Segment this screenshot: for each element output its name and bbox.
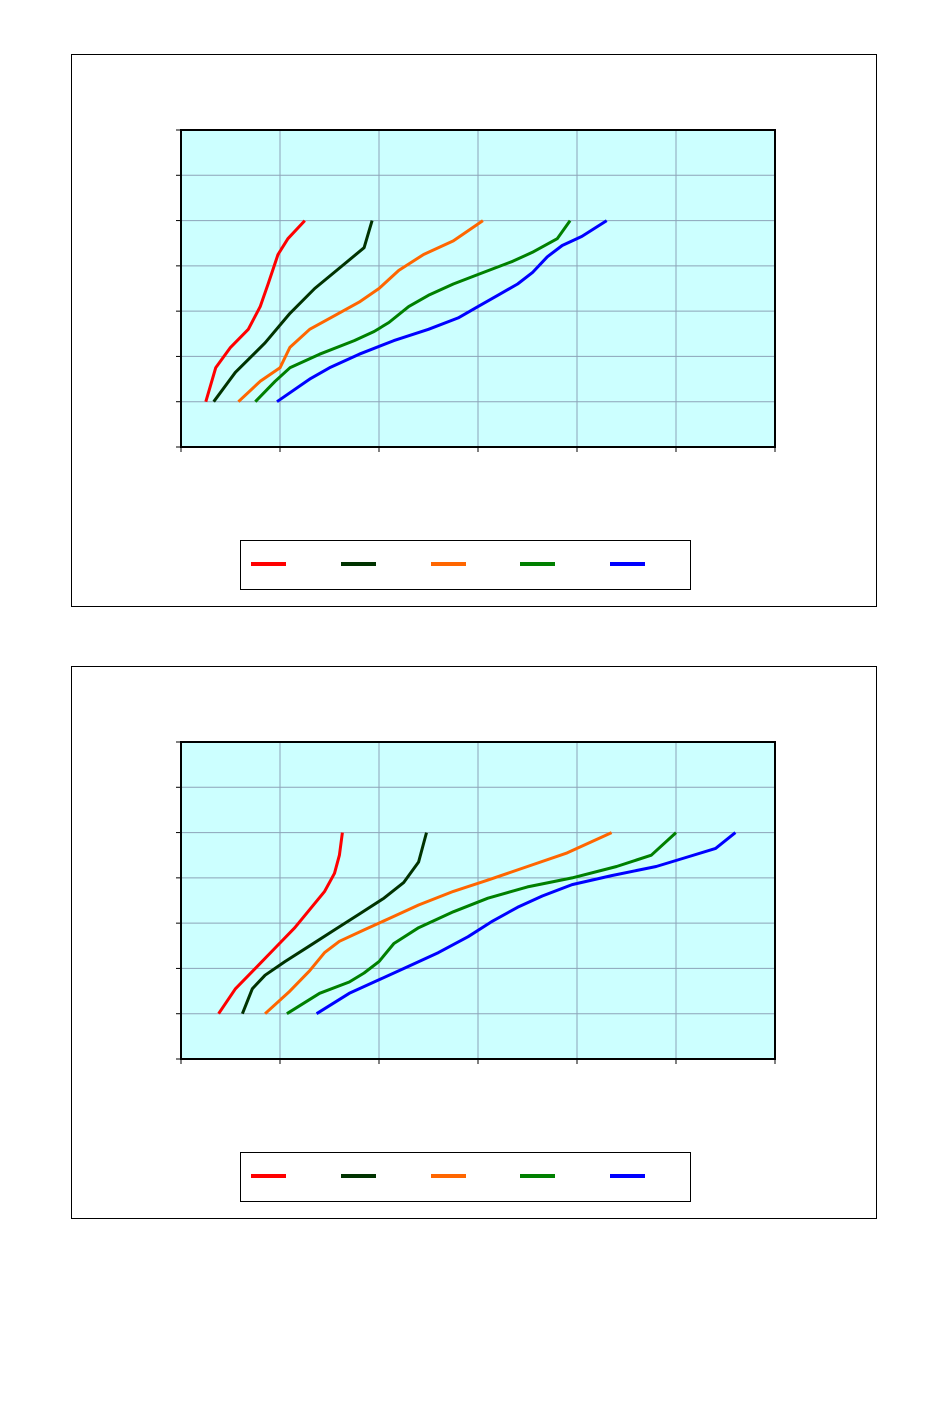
series-line-3 xyxy=(264,831,613,1015)
series-line-4 xyxy=(286,831,678,1015)
series-line-1 xyxy=(217,832,344,1015)
series-line-1 xyxy=(204,219,306,403)
legend-swatch xyxy=(610,1174,646,1178)
legend-swatch xyxy=(520,562,556,566)
series-line-4 xyxy=(254,219,572,403)
series-line-5 xyxy=(276,219,608,403)
series-line-5 xyxy=(315,831,737,1015)
legend-swatch xyxy=(430,1174,466,1178)
legend-item xyxy=(421,541,511,589)
legend-item xyxy=(600,541,690,589)
legend-item xyxy=(421,1153,511,1201)
legend-swatch xyxy=(610,562,646,566)
legend-item xyxy=(600,1153,690,1201)
legend-2 xyxy=(240,1152,691,1202)
legend-swatch xyxy=(340,1174,376,1178)
legend-swatch xyxy=(430,562,466,566)
chart-panel-1 xyxy=(71,54,877,607)
plot-border xyxy=(180,129,776,448)
legend-1 xyxy=(240,540,691,590)
legend-swatch xyxy=(251,1174,286,1178)
series-line-2 xyxy=(212,220,374,403)
legend-item xyxy=(510,541,600,589)
legend-swatch xyxy=(520,1174,556,1178)
plot-border xyxy=(180,741,776,1060)
line-chart-1 xyxy=(176,129,776,452)
line-chart-2 xyxy=(176,741,776,1064)
legend-swatch xyxy=(340,562,376,566)
legend-item xyxy=(241,1153,331,1201)
legend-item xyxy=(331,1153,421,1201)
legend-item xyxy=(510,1153,600,1201)
legend-item xyxy=(241,541,331,589)
legend-swatch xyxy=(251,562,286,566)
series-line-2 xyxy=(241,832,428,1015)
chart-panel-2 xyxy=(71,666,877,1219)
legend-item xyxy=(331,541,421,589)
series-line-3 xyxy=(237,219,484,403)
